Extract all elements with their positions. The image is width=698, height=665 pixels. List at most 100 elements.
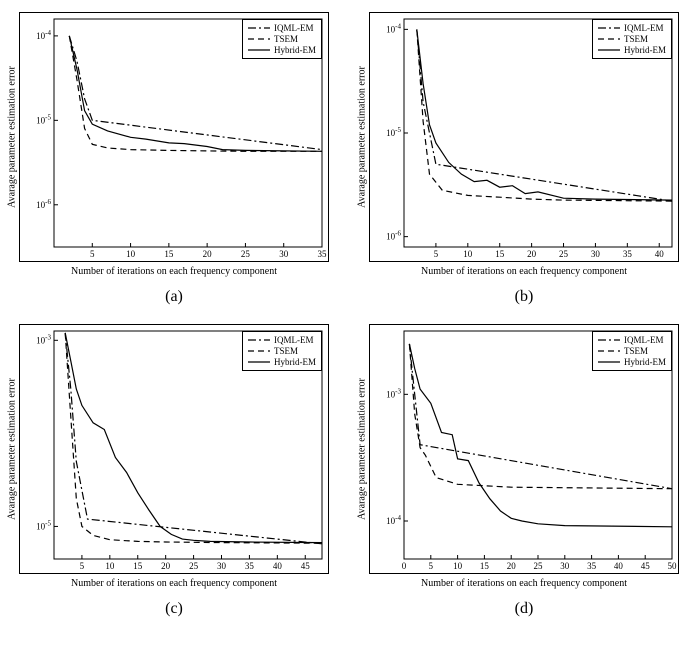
- legend-swatch: [598, 346, 620, 356]
- plot-c: Avarage parameter estimation error Numbe…: [19, 324, 329, 574]
- legend-label: IQML-EM: [274, 23, 314, 34]
- svg-text:10-4: 10-4: [386, 22, 401, 34]
- svg-text:10: 10: [453, 561, 463, 571]
- legend-label: IQML-EM: [274, 335, 314, 346]
- panel-grid: Avarage parameter estimation error Numbe…: [12, 12, 686, 618]
- svg-text:10: 10: [126, 249, 136, 259]
- svg-text:45: 45: [301, 561, 311, 571]
- svg-text:30: 30: [279, 249, 289, 259]
- caption-b: (b): [515, 288, 534, 306]
- svg-text:10-3: 10-3: [36, 333, 51, 345]
- legend-label: TSEM: [624, 34, 648, 45]
- ylabel: Avarage parameter estimation error: [357, 66, 368, 208]
- legend-label: IQML-EM: [624, 23, 664, 34]
- panel-d: Avarage parameter estimation error Numbe…: [362, 324, 686, 618]
- panel-a: Avarage parameter estimation error Numbe…: [12, 12, 336, 306]
- ylabel: Avarage parameter estimation error: [7, 66, 18, 208]
- svg-text:10: 10: [463, 249, 473, 259]
- legend: IQML-EMTSEMHybrid-EM: [592, 19, 672, 59]
- svg-text:5: 5: [90, 249, 95, 259]
- legend-label: Hybrid-EM: [274, 45, 316, 56]
- plot-a: Avarage parameter estimation error Numbe…: [19, 12, 329, 262]
- legend-item: Hybrid-EM: [248, 357, 316, 368]
- legend-swatch: [248, 34, 270, 44]
- xlabel: Number of iterations on each frequency c…: [71, 266, 277, 277]
- svg-text:20: 20: [161, 561, 171, 571]
- svg-text:15: 15: [495, 249, 505, 259]
- legend-swatch: [248, 346, 270, 356]
- svg-text:20: 20: [527, 249, 537, 259]
- svg-text:10-3: 10-3: [386, 387, 401, 399]
- svg-text:35: 35: [245, 561, 255, 571]
- svg-text:20: 20: [507, 561, 517, 571]
- svg-text:10-5: 10-5: [386, 126, 401, 138]
- legend-label: Hybrid-EM: [624, 45, 666, 56]
- legend-item: IQML-EM: [248, 335, 316, 346]
- legend-label: IQML-EM: [624, 335, 664, 346]
- legend-label: TSEM: [274, 34, 298, 45]
- legend-item: TSEM: [598, 34, 666, 45]
- xlabel: Number of iterations on each frequency c…: [421, 578, 627, 589]
- svg-text:20: 20: [203, 249, 213, 259]
- svg-text:25: 25: [534, 561, 544, 571]
- svg-text:10-5: 10-5: [36, 519, 51, 531]
- legend-label: Hybrid-EM: [274, 357, 316, 368]
- svg-text:40: 40: [614, 561, 624, 571]
- svg-text:45: 45: [641, 561, 651, 571]
- legend: IQML-EMTSEMHybrid-EM: [242, 331, 322, 371]
- svg-text:25: 25: [241, 249, 251, 259]
- ylabel: Avarage parameter estimation error: [357, 378, 368, 520]
- plot-b: Avarage parameter estimation error Numbe…: [369, 12, 679, 262]
- svg-text:15: 15: [164, 249, 174, 259]
- svg-text:25: 25: [189, 561, 199, 571]
- panel-c: Avarage parameter estimation error Numbe…: [12, 324, 336, 618]
- legend-label: Hybrid-EM: [624, 357, 666, 368]
- svg-text:15: 15: [480, 561, 490, 571]
- svg-text:10-6: 10-6: [36, 198, 51, 210]
- legend-item: TSEM: [598, 346, 666, 357]
- svg-text:15: 15: [133, 561, 143, 571]
- caption-c: (c): [165, 600, 183, 618]
- svg-text:10-5: 10-5: [36, 113, 51, 125]
- legend-swatch: [598, 357, 620, 367]
- svg-text:35: 35: [318, 249, 328, 259]
- legend-label: TSEM: [624, 346, 648, 357]
- svg-text:5: 5: [80, 561, 85, 571]
- legend-swatch: [598, 335, 620, 345]
- svg-text:10-6: 10-6: [386, 230, 401, 242]
- svg-text:35: 35: [587, 561, 597, 571]
- legend: IQML-EMTSEMHybrid-EM: [242, 19, 322, 59]
- legend-item: TSEM: [248, 34, 316, 45]
- ylabel: Avarage parameter estimation error: [7, 378, 18, 520]
- svg-text:25: 25: [559, 249, 569, 259]
- legend-swatch: [598, 34, 620, 44]
- svg-text:5: 5: [429, 561, 434, 571]
- xlabel: Number of iterations on each frequency c…: [71, 578, 277, 589]
- svg-text:30: 30: [217, 561, 227, 571]
- svg-text:50: 50: [668, 561, 678, 571]
- legend-swatch: [248, 335, 270, 345]
- svg-text:0: 0: [402, 561, 407, 571]
- legend-item: Hybrid-EM: [598, 357, 666, 368]
- xlabel: Number of iterations on each frequency c…: [421, 266, 627, 277]
- svg-text:10-4: 10-4: [386, 514, 401, 526]
- plot-d: Avarage parameter estimation error Numbe…: [369, 324, 679, 574]
- svg-text:10-4: 10-4: [36, 29, 51, 41]
- legend-swatch: [248, 45, 270, 55]
- svg-text:30: 30: [560, 561, 570, 571]
- legend-item: TSEM: [248, 346, 316, 357]
- legend-item: IQML-EM: [598, 335, 666, 346]
- svg-text:30: 30: [591, 249, 601, 259]
- svg-text:40: 40: [655, 249, 665, 259]
- caption-a: (a): [165, 288, 183, 306]
- caption-d: (d): [515, 600, 534, 618]
- svg-text:10: 10: [105, 561, 115, 571]
- legend-label: TSEM: [274, 346, 298, 357]
- svg-text:35: 35: [623, 249, 633, 259]
- legend-item: IQML-EM: [598, 23, 666, 34]
- svg-text:40: 40: [273, 561, 283, 571]
- panel-b: Avarage parameter estimation error Numbe…: [362, 12, 686, 306]
- legend-item: IQML-EM: [248, 23, 316, 34]
- legend: IQML-EMTSEMHybrid-EM: [592, 331, 672, 371]
- legend-swatch: [248, 357, 270, 367]
